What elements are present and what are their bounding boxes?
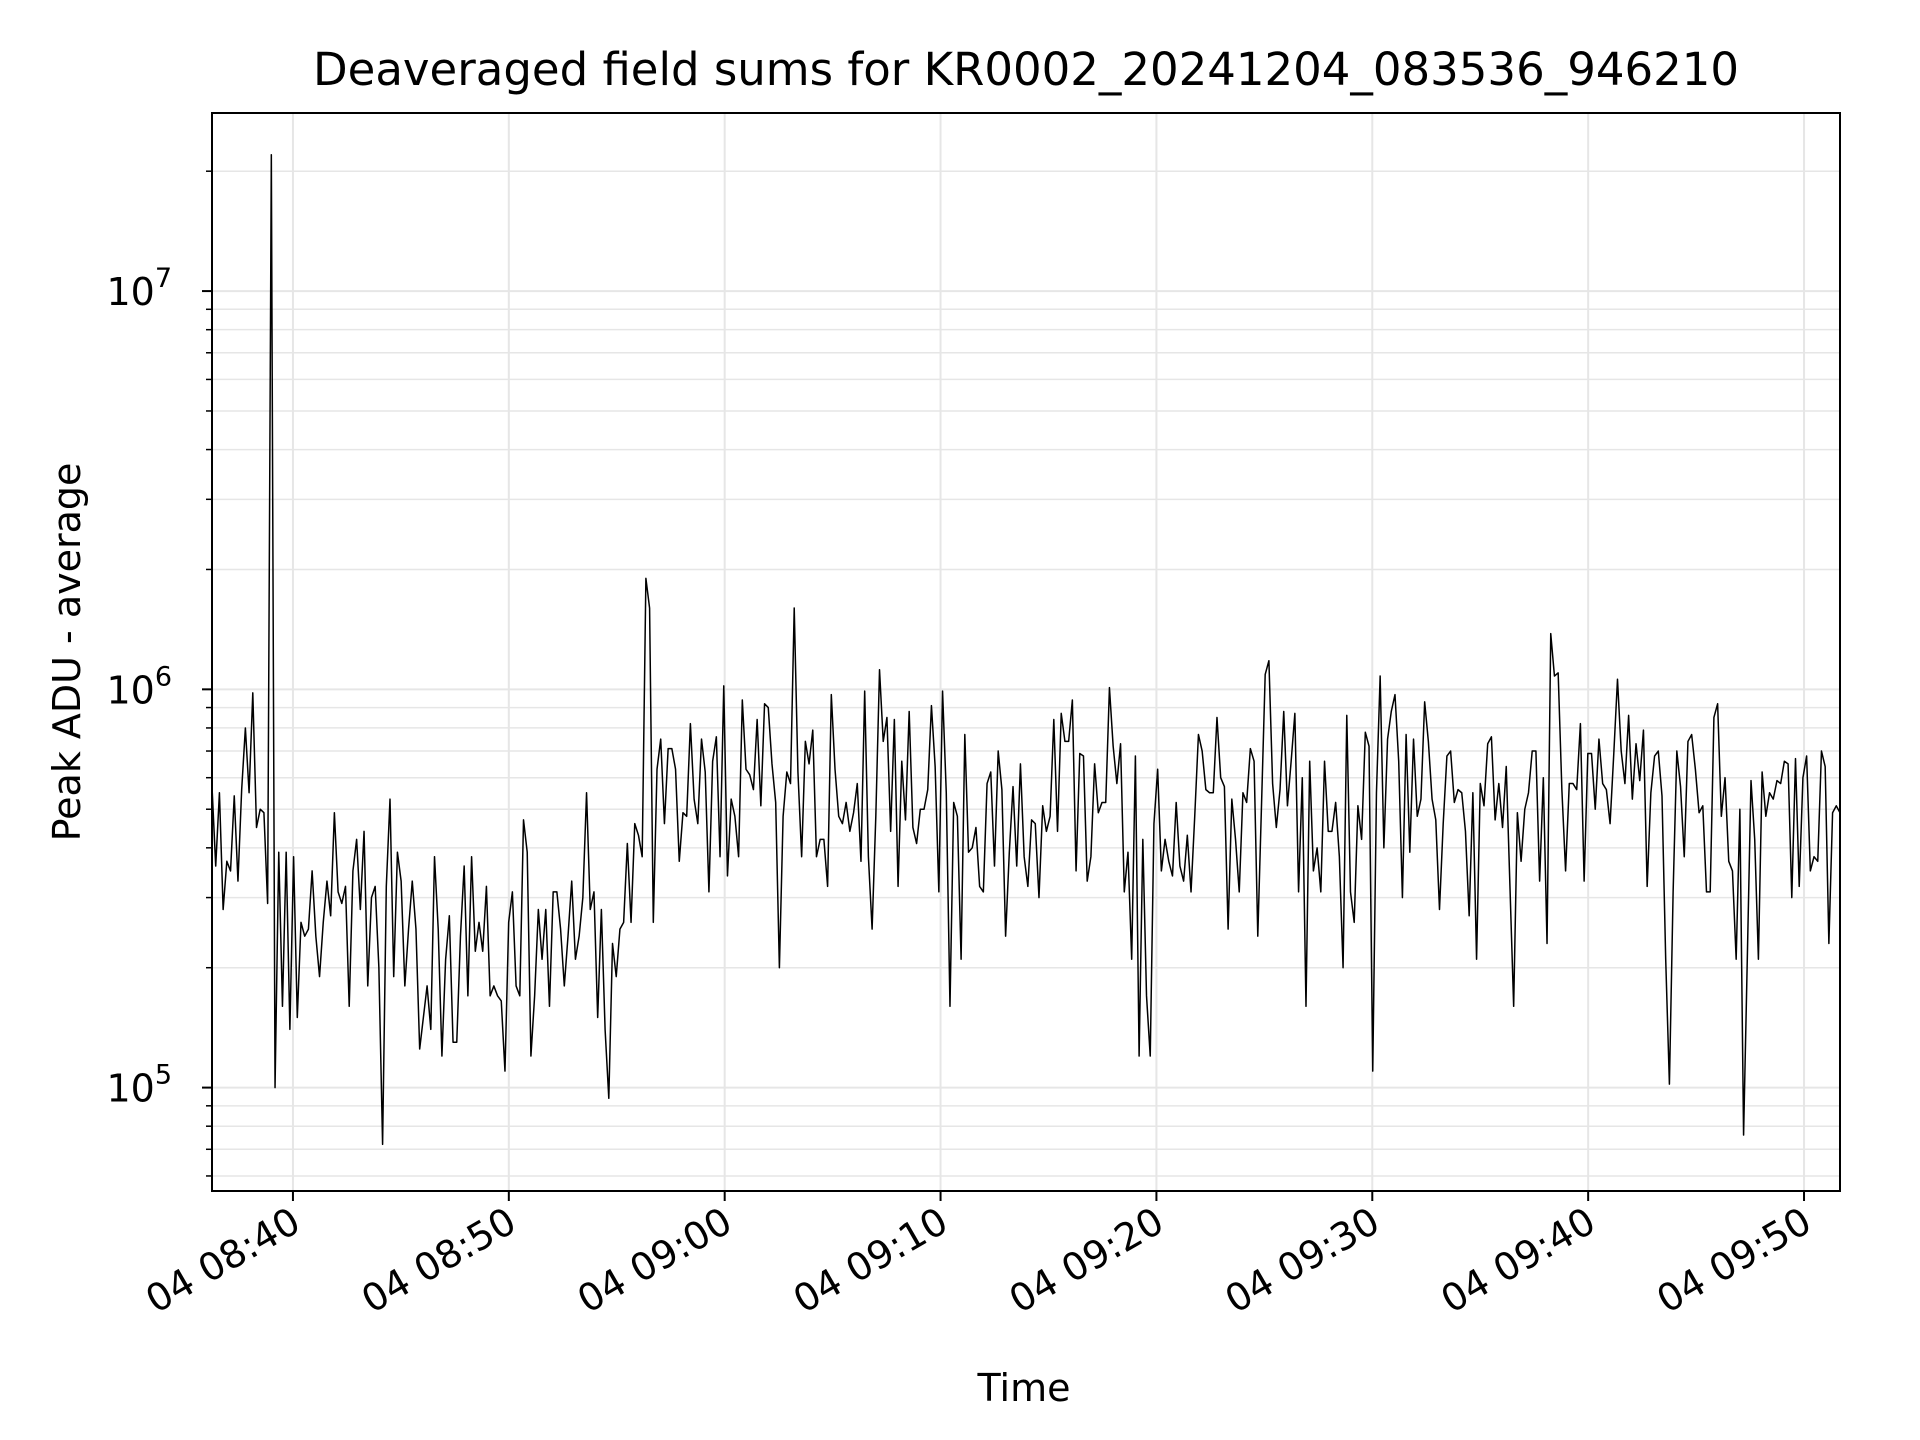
y-tick-label-exponent: 7 (155, 263, 172, 294)
series-line (211, 153, 1841, 1146)
y-tick-label-base: 10 (106, 270, 154, 314)
y-tick-label-base: 10 (106, 1067, 154, 1111)
y-tick-label-base: 10 (106, 668, 154, 712)
chart-title: Deaveraged field sums for KR0002_2024120… (313, 43, 1739, 96)
grid (212, 113, 1840, 1191)
y-axis-label: Peak ADU - average (45, 463, 89, 842)
y-tick-label: 106 (106, 661, 172, 712)
y-tick-label: 107 (106, 263, 172, 314)
x-axis-label: Time (977, 1366, 1071, 1410)
y-tick-label: 105 (106, 1060, 172, 1111)
y-tick-label-exponent: 5 (155, 1060, 172, 1091)
y-tick-label-exponent: 6 (155, 661, 172, 692)
plot-frame (211, 112, 1841, 1192)
data-layer (211, 153, 1841, 1146)
